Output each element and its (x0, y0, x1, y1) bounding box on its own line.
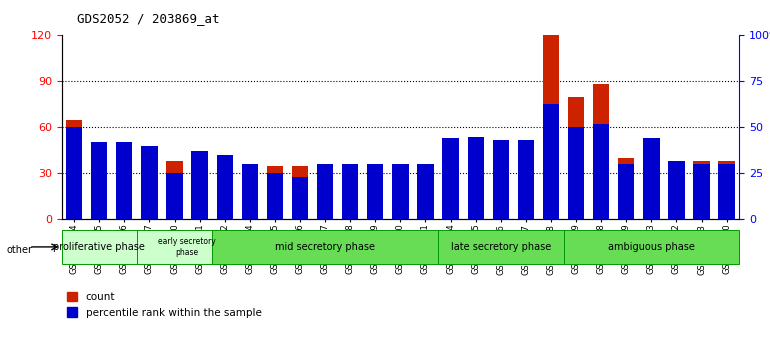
Text: other: other (6, 245, 32, 255)
Bar (66, 127, 82, 219)
Bar (643, 138, 660, 219)
Bar (342, 166, 358, 219)
Bar (66, 120, 82, 219)
Bar (568, 127, 584, 219)
Text: early secretory
phase: early secretory phase (158, 237, 216, 257)
Bar (292, 166, 308, 219)
Text: ambiguous phase: ambiguous phase (608, 242, 695, 252)
Bar (564, 230, 739, 264)
Bar (91, 146, 107, 219)
Bar (216, 158, 233, 219)
Bar (317, 164, 333, 219)
Bar (166, 161, 182, 219)
Bar (137, 230, 237, 264)
Bar (517, 140, 534, 219)
Text: proliferative phase: proliferative phase (53, 242, 146, 252)
Bar (493, 140, 509, 219)
Bar (438, 230, 564, 264)
Legend: count, percentile rank within the sample: count, percentile rank within the sample (67, 292, 262, 318)
Text: GDS2052 / 203869_at: GDS2052 / 203869_at (77, 12, 219, 25)
Bar (593, 124, 609, 219)
Bar (668, 161, 685, 219)
Bar (694, 161, 710, 219)
Bar (342, 164, 358, 219)
Bar (213, 230, 438, 264)
Bar (192, 152, 208, 219)
Bar (618, 164, 634, 219)
Bar (392, 164, 409, 219)
Bar (618, 158, 634, 219)
Bar (543, 35, 559, 219)
Bar (116, 143, 132, 219)
Bar (493, 143, 509, 219)
Bar (266, 173, 283, 219)
Bar (317, 166, 333, 219)
Bar (62, 230, 137, 264)
Bar (141, 146, 158, 219)
Bar (417, 164, 434, 219)
Bar (166, 173, 182, 219)
Bar (443, 150, 459, 219)
Bar (668, 163, 685, 219)
Bar (417, 164, 434, 219)
Bar (443, 138, 459, 219)
Bar (192, 155, 208, 219)
Bar (568, 97, 584, 219)
Bar (116, 142, 132, 219)
Bar (141, 146, 158, 219)
Bar (292, 177, 308, 219)
Bar (718, 164, 735, 219)
Bar (367, 164, 383, 219)
Bar (593, 85, 609, 219)
Bar (266, 166, 283, 219)
Bar (367, 164, 383, 219)
Bar (242, 164, 258, 219)
Bar (467, 143, 484, 219)
Bar (543, 103, 559, 219)
Bar (91, 142, 107, 219)
Bar (216, 155, 233, 219)
Bar (392, 164, 409, 219)
Bar (242, 166, 258, 219)
Bar (517, 143, 534, 219)
Bar (718, 161, 735, 219)
Bar (643, 146, 660, 219)
Bar (694, 164, 710, 219)
Bar (467, 137, 484, 219)
Text: mid secretory phase: mid secretory phase (275, 242, 375, 252)
Text: late secretory phase: late secretory phase (450, 242, 551, 252)
